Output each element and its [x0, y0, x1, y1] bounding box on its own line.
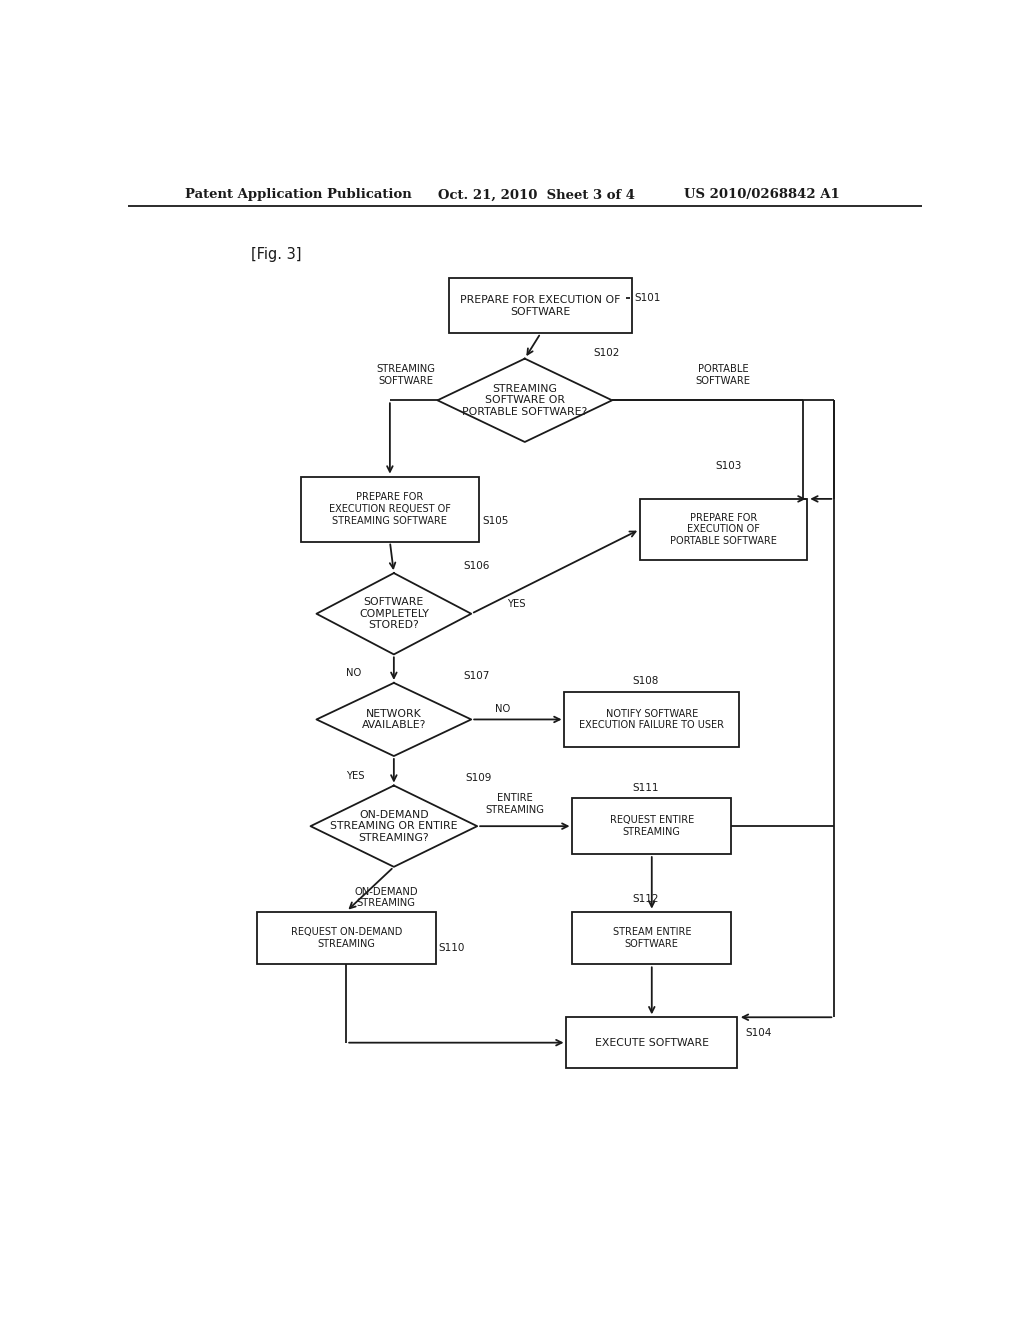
- Text: REQUEST ENTIRE
STREAMING: REQUEST ENTIRE STREAMING: [609, 816, 694, 837]
- Text: NOTIFY SOFTWARE
EXECUTION FAILURE TO USER: NOTIFY SOFTWARE EXECUTION FAILURE TO USE…: [580, 709, 724, 730]
- FancyBboxPatch shape: [572, 912, 731, 965]
- Text: NETWORK
AVAILABLE?: NETWORK AVAILABLE?: [361, 709, 426, 730]
- FancyBboxPatch shape: [257, 912, 435, 965]
- Text: STREAMING
SOFTWARE: STREAMING SOFTWARE: [376, 364, 435, 385]
- Text: S106: S106: [464, 561, 490, 572]
- Polygon shape: [437, 359, 612, 442]
- Text: S111: S111: [632, 783, 658, 792]
- Text: S108: S108: [632, 676, 658, 686]
- Text: REQUEST ON-DEMAND
STREAMING: REQUEST ON-DEMAND STREAMING: [291, 927, 402, 949]
- Text: STREAM ENTIRE
SOFTWARE: STREAM ENTIRE SOFTWARE: [612, 927, 691, 949]
- Text: PREPARE FOR
EXECUTION REQUEST OF
STREAMING SOFTWARE: PREPARE FOR EXECUTION REQUEST OF STREAMI…: [329, 492, 451, 525]
- Text: ON-DEMAND
STREAMING OR ENTIRE
STREAMING?: ON-DEMAND STREAMING OR ENTIRE STREAMING?: [330, 809, 458, 842]
- Text: US 2010/0268842 A1: US 2010/0268842 A1: [684, 189, 840, 202]
- Text: S101: S101: [634, 293, 660, 302]
- Text: ON-DEMAND
STREAMING: ON-DEMAND STREAMING: [354, 887, 418, 908]
- Text: PREPARE FOR
EXECUTION OF
PORTABLE SOFTWARE: PREPARE FOR EXECUTION OF PORTABLE SOFTWA…: [670, 512, 776, 546]
- Text: STREAMING
SOFTWARE OR
PORTABLE SOFTWARE?: STREAMING SOFTWARE OR PORTABLE SOFTWARE?: [462, 384, 588, 417]
- Text: PREPARE FOR EXECUTION OF
SOFTWARE: PREPARE FOR EXECUTION OF SOFTWARE: [461, 294, 621, 317]
- Text: S103: S103: [715, 462, 741, 471]
- Text: S104: S104: [745, 1027, 772, 1038]
- Text: S109: S109: [465, 774, 492, 783]
- Text: YES: YES: [346, 771, 365, 781]
- FancyBboxPatch shape: [640, 499, 807, 560]
- Text: [Fig. 3]: [Fig. 3]: [251, 247, 301, 263]
- Text: NO: NO: [346, 668, 361, 677]
- Text: YES: YES: [507, 598, 525, 609]
- Polygon shape: [316, 682, 471, 756]
- Text: EXECUTE SOFTWARE: EXECUTE SOFTWARE: [595, 1038, 709, 1048]
- FancyBboxPatch shape: [566, 1018, 737, 1068]
- Text: SOFTWARE
COMPLETELY
STORED?: SOFTWARE COMPLETELY STORED?: [359, 597, 429, 631]
- Text: Oct. 21, 2010  Sheet 3 of 4: Oct. 21, 2010 Sheet 3 of 4: [437, 189, 635, 202]
- FancyBboxPatch shape: [572, 799, 731, 854]
- Text: S112: S112: [632, 895, 658, 904]
- Text: S102: S102: [594, 347, 621, 358]
- Polygon shape: [316, 573, 471, 655]
- Text: S105: S105: [482, 516, 508, 527]
- Text: PORTABLE
SOFTWARE: PORTABLE SOFTWARE: [695, 364, 751, 385]
- Text: S107: S107: [464, 671, 490, 681]
- Text: NO: NO: [495, 705, 510, 714]
- Text: Patent Application Publication: Patent Application Publication: [185, 189, 412, 202]
- Text: S110: S110: [438, 944, 465, 953]
- FancyBboxPatch shape: [301, 477, 479, 541]
- Text: ENTIRE
STREAMING: ENTIRE STREAMING: [485, 793, 544, 814]
- Polygon shape: [310, 785, 477, 867]
- FancyBboxPatch shape: [450, 279, 632, 333]
- FancyBboxPatch shape: [564, 692, 739, 747]
